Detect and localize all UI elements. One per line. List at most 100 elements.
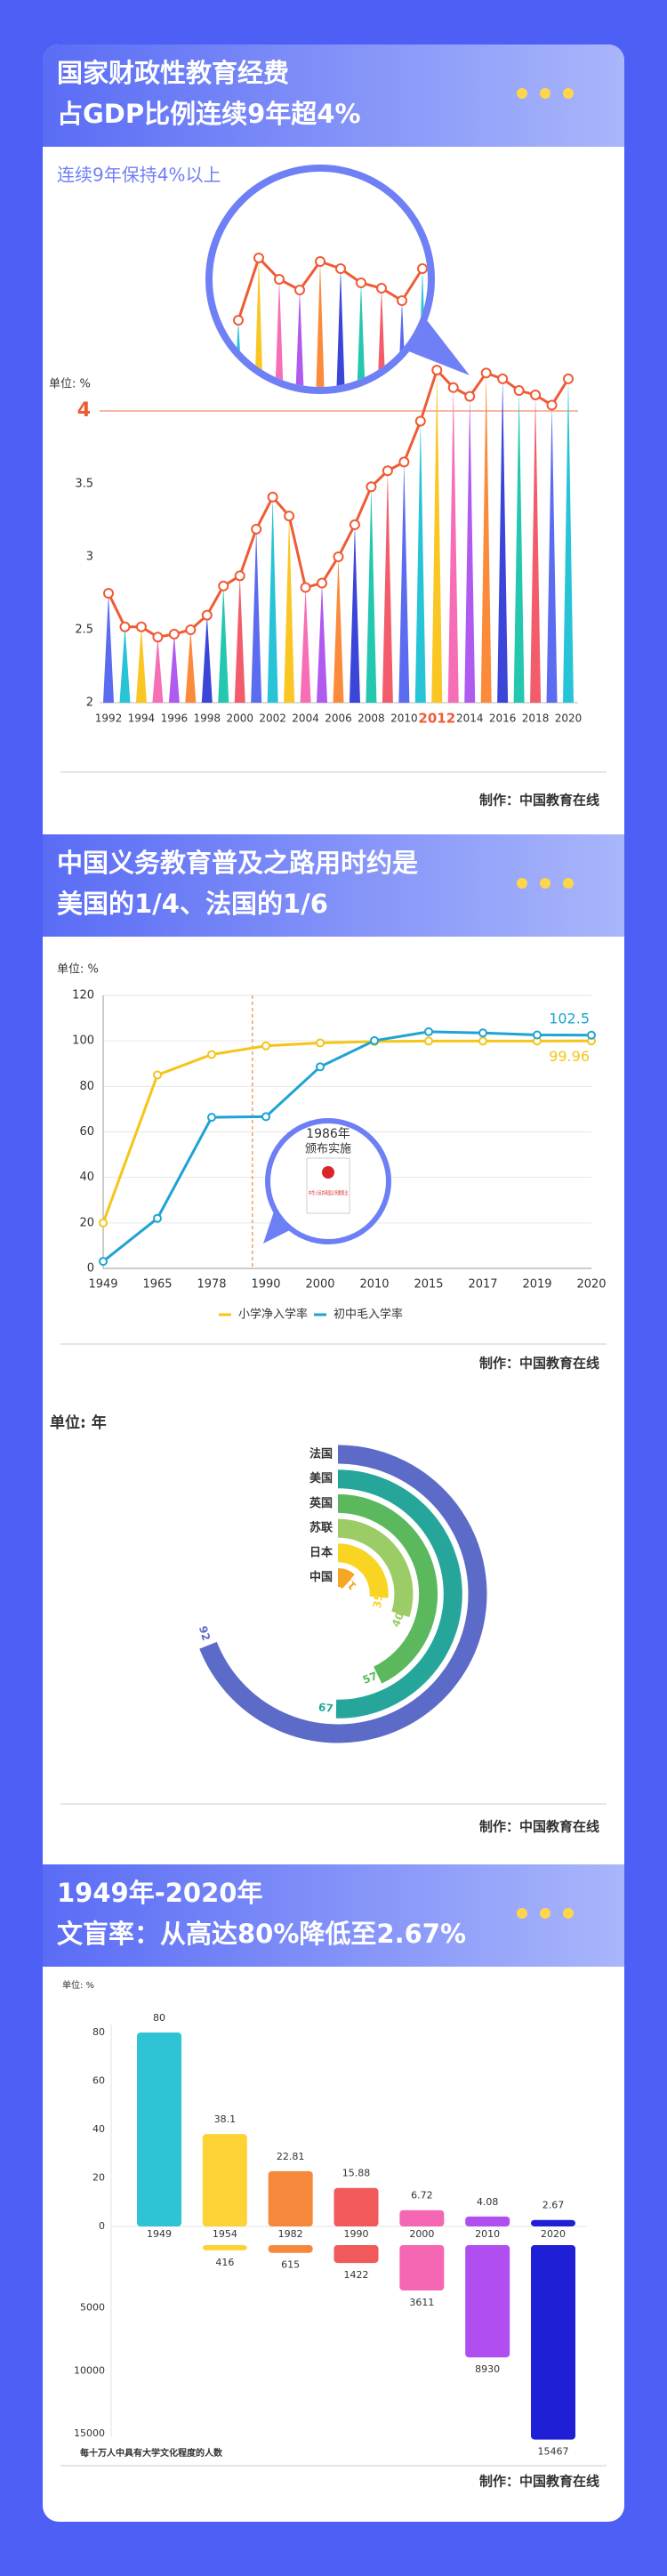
x-tick-label: 1990 [251,1278,280,1292]
point [447,382,459,393]
point [152,632,164,643]
y-tick-label: 20 [79,1216,94,1229]
point [294,285,305,295]
point [349,519,360,530]
zoom-line [233,253,428,326]
header-dot [563,878,574,889]
x-tick-label: 2020 [541,2228,566,2240]
y-tick-label: 3 [86,551,93,564]
y-tick-label: 60 [79,1125,94,1139]
x-tick-label: 2010 [475,2228,500,2240]
bar [202,2134,247,2226]
point [382,465,393,477]
point [376,283,387,294]
x-tick-label: 2015 [414,1278,443,1292]
source-credit: 制作：中国教育在线 [479,793,599,809]
spike [563,378,574,703]
header-dot [540,878,550,889]
spike [333,557,344,703]
point [317,577,328,589]
x-tick-label: 2002 [259,712,286,725]
point [207,1050,216,1059]
point [185,624,197,635]
point [497,373,509,384]
point [253,253,264,263]
radial-bar [337,1568,355,1590]
point [274,274,285,285]
point [431,365,443,376]
line [237,255,424,321]
value-label: 8930 [475,2363,500,2375]
header-title: 文盲率：从高达80%降低至2.67% [57,1919,466,1949]
end-value-label: 102.5 [549,1010,590,1026]
point [153,1213,162,1223]
header-band [43,1864,624,1967]
spike [382,471,393,703]
header-dot [563,88,574,99]
point [530,389,542,400]
point [234,570,245,582]
point [103,588,114,599]
spike [349,524,360,703]
y2-axis-title: 每十万人中具有大学文化程度的人数 [80,2447,223,2459]
point [587,1030,596,1040]
point [316,1038,325,1048]
x-tick-label: 2010 [359,1278,389,1292]
value-label: 615 [281,2259,300,2271]
category-label: 中国 [309,1570,333,1584]
spike [316,262,325,387]
y-tick-label: 60 [92,2075,105,2087]
header-dot [563,1908,574,1919]
value-label: 40 [390,1610,406,1629]
bar [268,2170,313,2226]
value-label: 15467 [538,2446,569,2458]
header-dot [540,1908,550,1919]
bar [137,2033,181,2226]
y-tick-label: 80 [92,2026,105,2038]
spike [366,487,377,703]
y-tick-label: 4 [77,399,91,422]
spike [317,583,328,703]
y2-tick-label: 5000 [80,2302,105,2314]
x-tick-label: 1994 [128,712,156,725]
header-band [43,834,624,937]
value-label: 3611 [409,2297,434,2308]
y-unit: 单位: % [49,378,91,391]
value-label: 15.88 [342,2168,371,2179]
point [267,491,278,503]
book-emblem [322,1166,334,1179]
point [513,385,525,397]
radial-bar [199,1445,487,1743]
radial-bar [335,1469,463,1719]
x-tick-label: 1978 [197,1278,226,1292]
point [417,263,428,274]
x-tick-label: 2000 [305,1278,334,1292]
x-tick-label: 1996 [161,712,189,725]
legend-label: 初中毛入学率 [334,1308,403,1322]
x-tick-label: 2004 [292,712,319,725]
spike [513,390,525,703]
x-tick-label: 1998 [194,712,221,725]
point [480,367,492,379]
header-title: 中国义务教育普及之路用时约是 [57,848,418,878]
point [356,278,366,288]
value-label: 38.1 [214,2113,237,2125]
spike [119,626,131,703]
point [478,1028,487,1038]
x-tick-label: 1990 [344,2228,369,2240]
point [366,481,377,493]
spike [530,394,542,703]
spike [168,633,180,703]
x-tick-label: 2006 [325,712,352,725]
y2-tick-label: 15000 [74,2427,105,2439]
spike [234,576,245,703]
spike [275,279,284,387]
point [99,1257,108,1267]
category-label: 美国 [309,1471,333,1485]
y-tick-label: 20 [92,2172,105,2184]
point [546,399,558,411]
y-tick-label: 3.5 [75,478,93,491]
x-tick-label: 2018 [522,712,550,725]
source-credit: 制作：中国教育在线 [479,1819,599,1835]
